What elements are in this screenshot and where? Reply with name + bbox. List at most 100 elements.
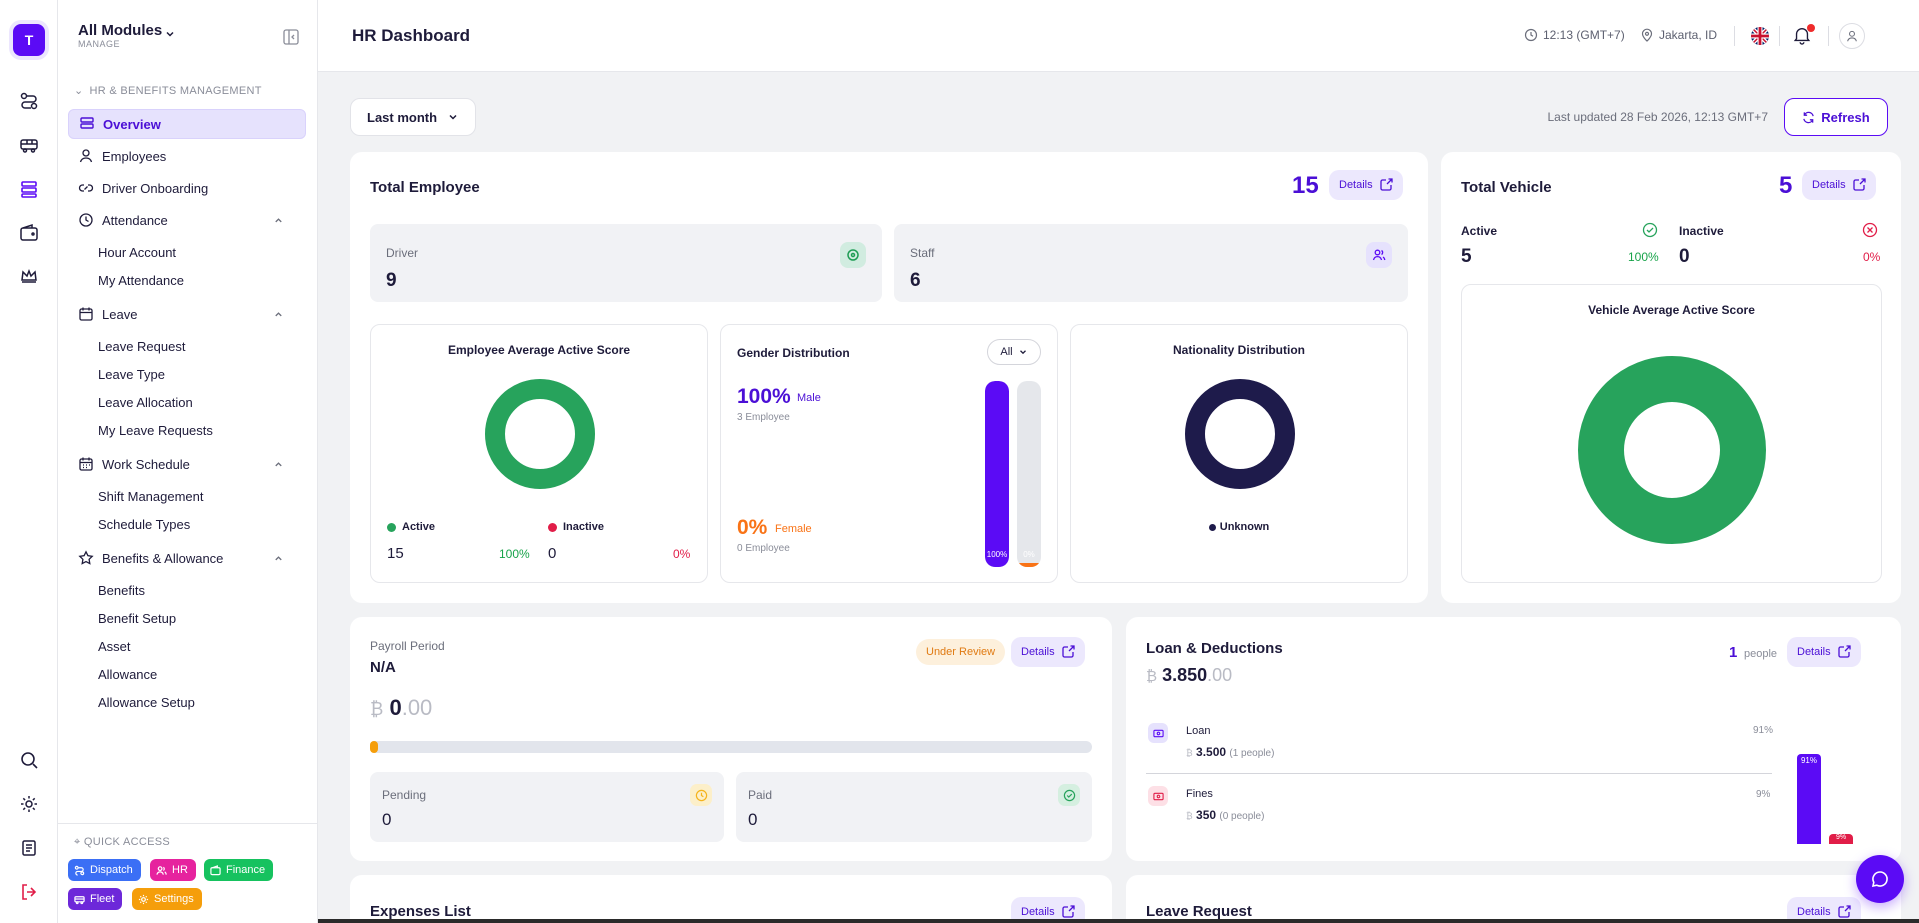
- chevron-up-icon[interactable]: [273, 553, 284, 564]
- sidebar-item-allowance[interactable]: Allowance: [98, 667, 158, 682]
- sidebar-item-label: Overview: [103, 116, 161, 132]
- external-link-icon: [1061, 645, 1075, 658]
- status-badge: Under Review: [916, 639, 1006, 665]
- sidebar-item-hour-account[interactable]: Hour Account: [98, 245, 177, 260]
- sidebar-item-leave[interactable]: Leave: [68, 299, 306, 329]
- logout-icon[interactable]: [18, 881, 40, 903]
- divider: [1734, 26, 1735, 46]
- chevron-down-icon: [1019, 350, 1026, 355]
- vehicle-inactive-value: 0: [1679, 246, 1690, 267]
- leave-details-button[interactable]: Details: [1787, 897, 1861, 923]
- sidebar-item-attendance[interactable]: Attendance: [68, 205, 306, 235]
- fines-label: Fines: [1186, 788, 1213, 800]
- chevron-up-icon[interactable]: [273, 215, 284, 226]
- sidebar-item-employees[interactable]: Employees: [68, 141, 306, 171]
- sidebar-item-label: Benefits & Allowance: [102, 550, 224, 566]
- page-title: HR Dashboard: [352, 26, 471, 45]
- legend-active: Active: [387, 521, 435, 533]
- bell-icon: [1793, 28, 1811, 45]
- chevron-down-icon[interactable]: [164, 28, 176, 40]
- sidebar-item-label: Attendance: [102, 212, 168, 228]
- male-percent: 100%: [737, 385, 791, 408]
- quick-access-finance[interactable]: Finance: [204, 859, 274, 881]
- module-subtitle: MANAGE: [78, 39, 121, 49]
- loans-details-button[interactable]: Details: [1787, 637, 1861, 667]
- wallet-icon[interactable]: [18, 222, 40, 244]
- modules-icon[interactable]: [18, 178, 40, 200]
- external-link-icon: [1379, 178, 1393, 191]
- quick-access-dispatch[interactable]: Dispatch: [68, 859, 141, 881]
- sidebar-item-work-schedule[interactable]: Work Schedule: [68, 449, 306, 479]
- document-icon[interactable]: [18, 837, 40, 859]
- sidebar-item-leave-request[interactable]: Leave Request: [98, 339, 186, 354]
- active-arc: [1578, 356, 1766, 544]
- card-title: Leave Request: [1146, 903, 1252, 920]
- sidebar-item-overview[interactable]: Overview: [68, 109, 306, 139]
- star-icon: [78, 550, 94, 565]
- male-bar-track: 100%: [985, 381, 1009, 567]
- employee-details-button[interactable]: Details: [1329, 170, 1403, 200]
- uk-flag-icon[interactable]: [1750, 26, 1770, 46]
- period-select[interactable]: Last month: [350, 98, 476, 136]
- panel-title: Gender Distribution: [737, 346, 850, 360]
- sidebar-item-asset[interactable]: Asset: [98, 639, 131, 654]
- sidebar-item-driver-onboarding[interactable]: Driver Onboarding: [68, 173, 306, 203]
- sidebar-item-my-leave-requests[interactable]: My Leave Requests: [98, 423, 213, 438]
- male-count: 3 Employee: [737, 412, 790, 423]
- sidebar-item-label: Employees: [102, 148, 167, 164]
- payroll-progress-track: [370, 741, 1092, 753]
- bus-icon: [74, 895, 85, 904]
- module-title[interactable]: All Modules: [78, 22, 163, 39]
- gender-filter-select[interactable]: All: [987, 339, 1041, 365]
- crown-icon[interactable]: [18, 266, 40, 288]
- sidebar-item-benefits[interactable]: Benefits: [98, 583, 145, 598]
- sidebar-item-allowance-setup[interactable]: Allowance Setup: [98, 695, 195, 710]
- collapse-sidebar-icon[interactable]: [282, 28, 300, 46]
- quick-access-fleet[interactable]: Fleet: [68, 888, 123, 910]
- vehicle-active-value: 5: [1461, 246, 1472, 267]
- loans-total: ₿ 3.850.00: [1146, 665, 1233, 685]
- sidebar-item-leave-allocation[interactable]: Leave Allocation: [98, 395, 193, 410]
- avatar[interactable]: [1839, 23, 1865, 49]
- gear-icon[interactable]: [18, 793, 40, 815]
- calendar-grid-icon: [79, 457, 93, 471]
- card-title: Total Employee: [370, 179, 480, 196]
- refresh-button[interactable]: Refresh: [1784, 98, 1888, 136]
- chat-button[interactable]: [1856, 855, 1904, 903]
- location-pin-icon: [1641, 28, 1653, 42]
- chat-icon: [1871, 871, 1888, 888]
- payroll-details-button[interactable]: Details: [1011, 637, 1085, 667]
- sidebar-item-my-attendance[interactable]: My Attendance: [98, 273, 184, 288]
- card-title: Loan & Deductions: [1146, 640, 1283, 657]
- sidebar-item-schedule-types[interactable]: Schedule Types: [98, 517, 191, 532]
- time-display: 12:13 (GMT+7): [1524, 28, 1625, 42]
- vehicle-score-donut: [1578, 356, 1766, 544]
- bus-icon[interactable]: [18, 134, 40, 156]
- calendar-icon: [79, 307, 93, 321]
- section-header[interactable]: ⌄ HR & BENEFITS MANAGEMENT: [74, 85, 262, 97]
- app-logo[interactable]: T: [13, 24, 45, 56]
- notification-button[interactable]: [1792, 24, 1815, 47]
- vehicle-details-button[interactable]: Details: [1802, 170, 1876, 200]
- panel-title: Vehicle Average Active Score: [1588, 303, 1755, 317]
- leave-request-card: Leave Request Details: [1126, 875, 1901, 923]
- pin-icon: ⌖: [74, 836, 84, 848]
- divider: [1146, 773, 1772, 774]
- overview-icon: [80, 117, 94, 129]
- sidebar: All Modules MANAGE ⌄ HR & BENEFITS MANAGE…: [58, 0, 318, 923]
- sidebar-item-leave-type[interactable]: Leave Type: [98, 367, 165, 382]
- link-icon: [78, 184, 94, 192]
- sidebar-item-benefit-setup[interactable]: Benefit Setup: [98, 611, 177, 626]
- quick-access-hr[interactable]: HR: [150, 859, 196, 881]
- sidebar-item-benefits-allowance[interactable]: Benefits & Allowance: [68, 543, 306, 573]
- fines-bar-label: 9%: [1835, 834, 1847, 841]
- divider: [58, 823, 318, 824]
- quick-access-settings[interactable]: Settings: [132, 888, 202, 910]
- sidebar-item-shift-management[interactable]: Shift Management: [98, 489, 204, 504]
- search-icon[interactable]: [18, 749, 40, 771]
- workflow-icon[interactable]: [18, 90, 40, 112]
- expenses-details-button[interactable]: Details: [1011, 897, 1085, 923]
- location-display: Jakarta, ID: [1640, 28, 1717, 42]
- chevron-up-icon[interactable]: [273, 459, 284, 470]
- chevron-up-icon[interactable]: [273, 309, 284, 320]
